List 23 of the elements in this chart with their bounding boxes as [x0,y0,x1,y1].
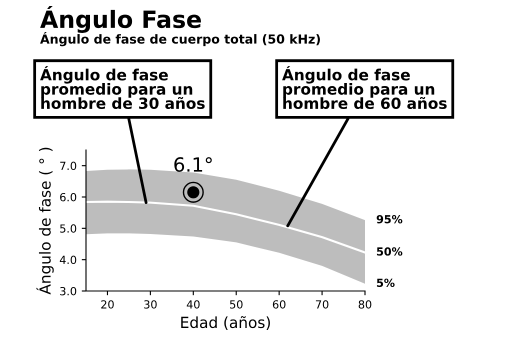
line-series [86,200,365,254]
chart-title: Ángulo Fase [40,6,201,33]
annotation: 95% [376,215,402,224]
annotation: 5% [376,278,395,288]
chart-subtitle: Ángulo de fase de cuerpo total (50 kHz) [40,32,320,46]
x-axis-title: Edad (años) [181,316,270,330]
x-tick-label: 80 [358,300,372,309]
data-label: 6.1° [174,157,212,172]
annotation: 50% [376,247,402,256]
y-tick-label: 4.0 [60,256,76,264]
x-tick-label: 40 [186,300,200,309]
annotation: Ángulo de fase promedio para un hombre de 30 años [40,66,205,110]
y-tick-label: 5.0 [60,224,76,233]
y-tick-label: 3.0 [60,286,76,296]
x-tick-label: 20 [101,300,114,309]
annotation: Ángulo de fase promedio para un hombre de 60 años [282,66,447,110]
x-tick-label: 30 [144,300,157,309]
x-tick-label: 70 [316,300,328,309]
y-tick-label: 7.0 [60,162,76,170]
y-tick-label: 6.0 [60,192,76,202]
x-tick-label: 50 [230,300,243,309]
y-axis-title: Ángulo de fase ( ° ) [36,148,54,294]
x-tick-label: 60 [272,300,286,309]
